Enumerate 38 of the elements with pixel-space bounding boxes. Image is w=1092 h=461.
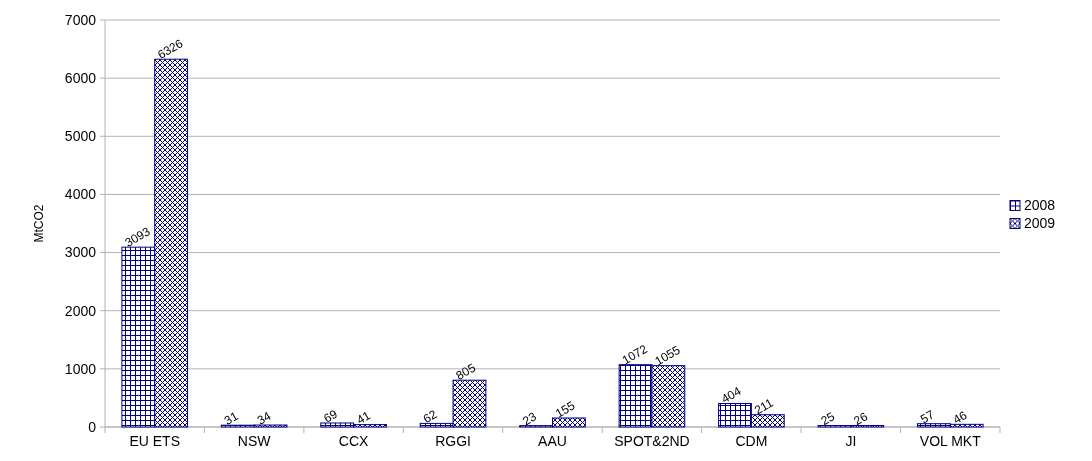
data-label: 805 xyxy=(453,360,479,383)
y-tick-label: 5000 xyxy=(64,128,97,145)
data-label: 211 xyxy=(751,395,776,418)
data-label: 404 xyxy=(719,383,744,407)
y-tick-label: 0 xyxy=(88,418,97,435)
y-axis-title: MtCO2 xyxy=(32,204,46,243)
x-tick-label: JI xyxy=(845,433,857,449)
data-label: 62 xyxy=(420,407,440,426)
x-tick-label: CCX xyxy=(338,433,370,449)
data-label: 3093 xyxy=(122,224,153,250)
x-tick-label: VOL MKT xyxy=(919,433,982,449)
data-label: 25 xyxy=(818,409,838,429)
data-label: 46 xyxy=(950,407,970,427)
legend-label: 2009 xyxy=(1024,215,1056,232)
y-tick-label: 6000 xyxy=(64,70,97,87)
data-label: 26 xyxy=(851,409,871,429)
x-tick-label: SPOT&2ND xyxy=(614,433,690,449)
x-tick-label: CDM xyxy=(735,433,768,449)
x-tick-label: NSW xyxy=(237,433,272,449)
y-tick-label: 4000 xyxy=(64,186,97,203)
data-label: 69 xyxy=(321,406,341,426)
y-tick-label: 1000 xyxy=(64,360,97,377)
x-tick-label: AAU xyxy=(538,433,567,449)
legend-label: 2008 xyxy=(1024,197,1056,214)
data-label: 23 xyxy=(520,409,540,429)
data-label: 155 xyxy=(553,398,578,421)
data-label: 1055 xyxy=(652,342,683,369)
y-tick-label: 2000 xyxy=(64,302,97,319)
y-tick-label: 3000 xyxy=(64,244,97,261)
data-label: 6326 xyxy=(155,36,186,62)
data-label: 41 xyxy=(354,408,373,428)
data-label: 34 xyxy=(254,408,274,428)
y-tick-label: 7000 xyxy=(64,11,97,28)
x-tick-label: EU ETS xyxy=(129,433,181,449)
data-label: 1072 xyxy=(619,341,651,368)
x-tick-label: RGGI xyxy=(435,433,471,449)
data-label: 31 xyxy=(221,408,241,428)
data-label: 57 xyxy=(917,407,937,427)
